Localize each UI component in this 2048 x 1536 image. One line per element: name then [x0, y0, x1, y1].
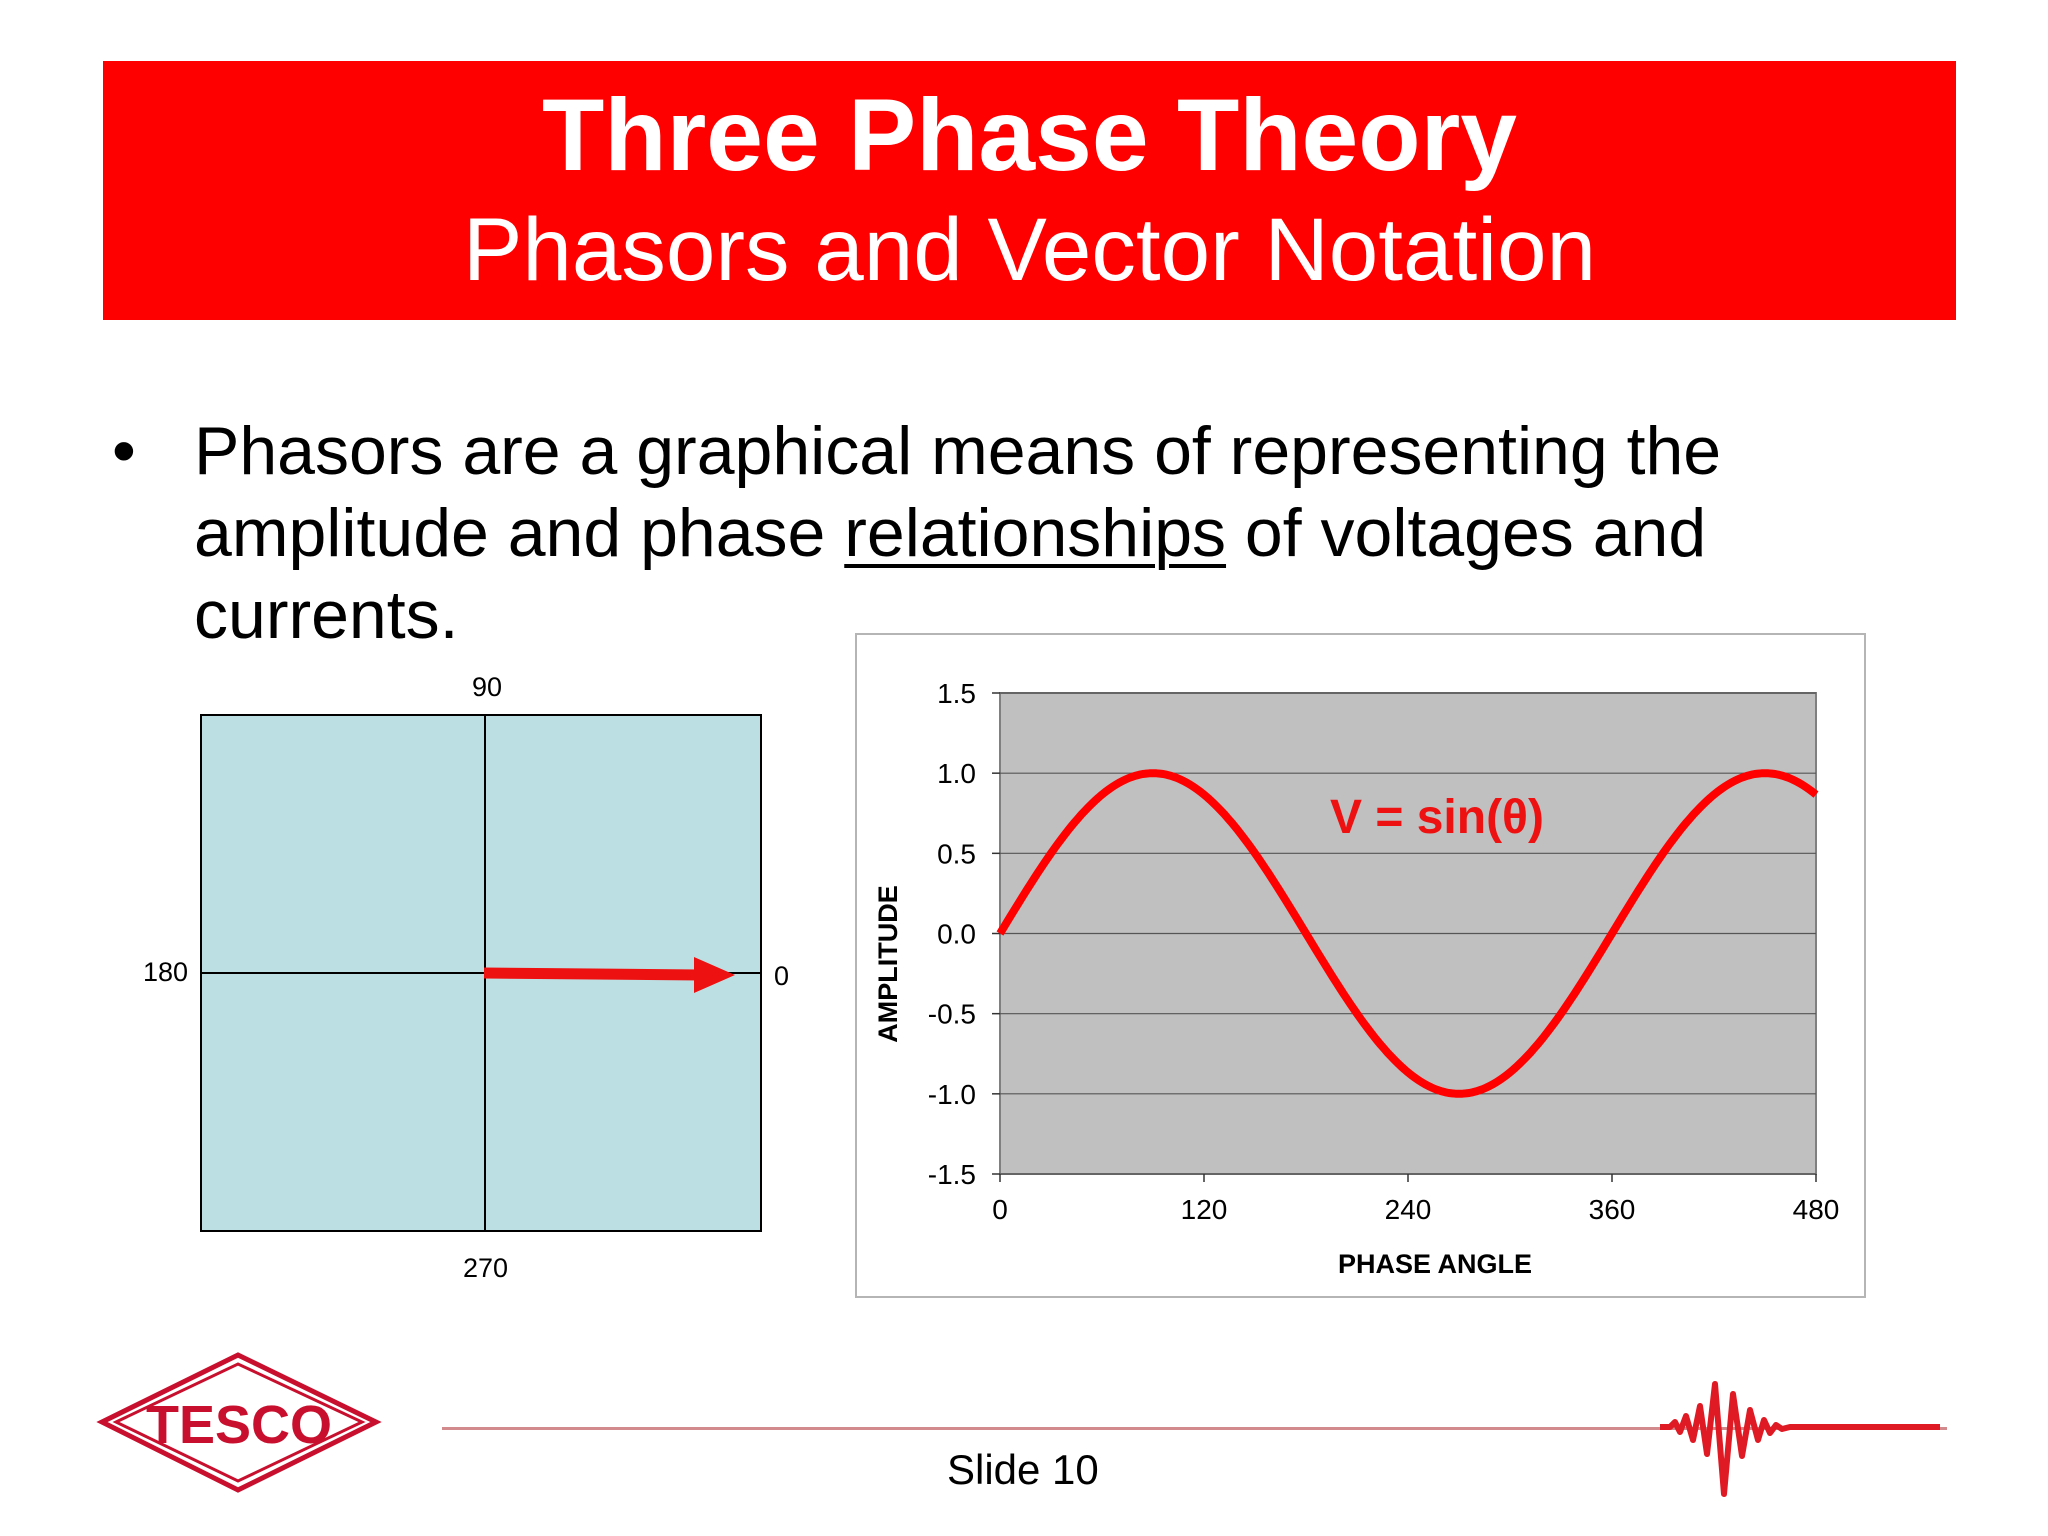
label-180: 180	[143, 957, 189, 987]
waveform-icon	[1660, 1381, 1940, 1497]
bullet-text: Phasors are a graphical means of represe…	[194, 410, 1894, 656]
underlined-word: relationships	[844, 495, 1227, 571]
logo-text: TESCO	[146, 1395, 332, 1455]
slide-number: Slide 10	[947, 1446, 1099, 1493]
tesco-logo: TESCO	[96, 1352, 382, 1493]
phasor-vector	[483, 967, 701, 981]
label-270: 270	[463, 1253, 509, 1283]
sine-chart-frame	[855, 633, 1866, 1298]
slide-title: Three Phase Theory	[541, 78, 1518, 192]
label-0: 0	[774, 961, 790, 991]
bullet-text-end: of voltages and currents.	[194, 495, 1707, 653]
phasor-plane	[200, 714, 762, 1232]
phasor-arrowhead	[694, 957, 735, 993]
bullet-dot: •	[112, 413, 136, 489]
title-banner: Three Phase Theory Phasors and Vector No…	[103, 61, 1956, 320]
slide-subtitle: Phasors and Vector Notation	[463, 199, 1596, 299]
bullet-text-start: Phasors are a graphical means of represe…	[194, 413, 1722, 571]
footer-divider	[442, 1427, 1947, 1430]
label-90: 90	[472, 672, 503, 702]
